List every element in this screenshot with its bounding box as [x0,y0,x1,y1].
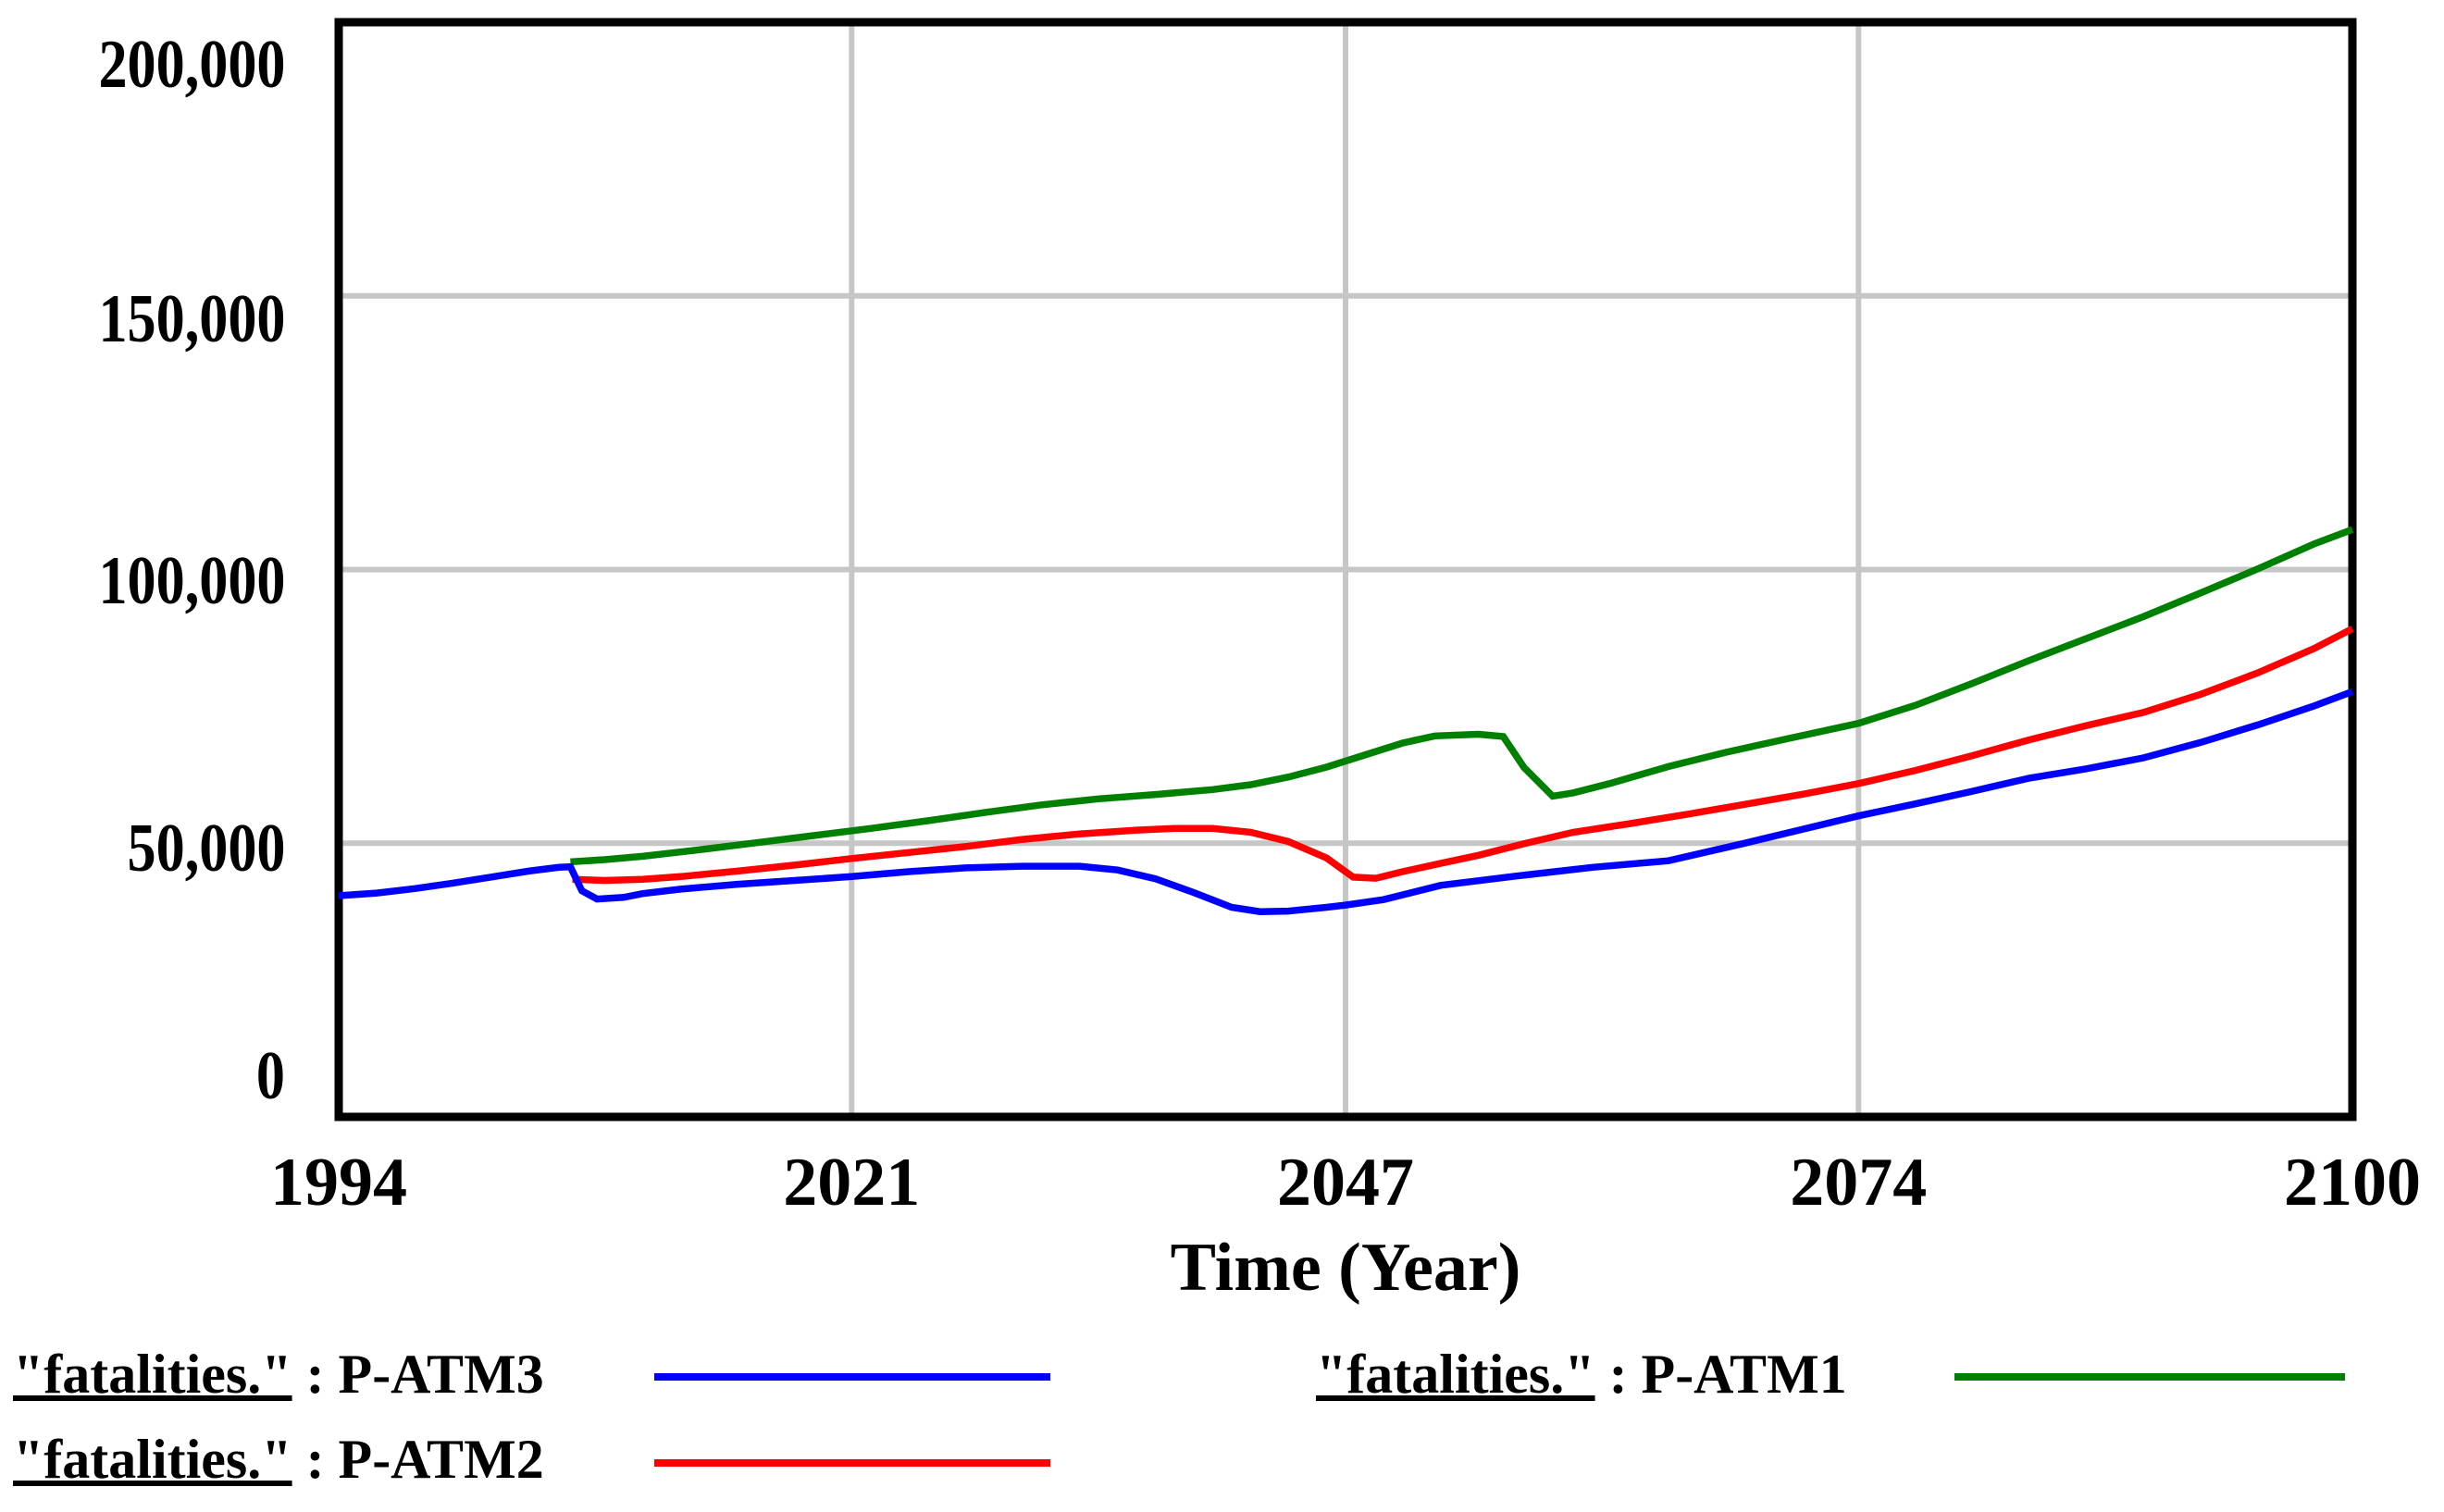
y-tick-label-200000: 200,000 [0,28,285,102]
legend-run-name: : P-ATM1 [1594,1344,1847,1405]
legend-run-name: : P-ATM3 [292,1344,544,1405]
x-tick-label-2100: 2100 [2284,1145,2421,1221]
legend-line-swatch-p-atm2 [654,1459,1050,1467]
legend-run-name: : P-ATM2 [292,1429,544,1490]
x-tick-label-2074: 2074 [1790,1145,1928,1221]
legend-variable-name: "fatalities." [1316,1344,1595,1405]
y-tick-label-150000: 150,000 [0,282,285,356]
legend-line-swatch-p-atm1 [1954,1373,2345,1381]
plot-border [334,18,2357,1122]
y-tick-label-0: 0 [0,1039,285,1113]
legend-label-p-atm3: "fatalities." : P-ATM3 [13,1344,544,1405]
x-tick-label-2021: 2021 [783,1145,921,1221]
legend-variable-name: "fatalities." [13,1429,292,1490]
series-line-p-atm3 [338,688,2354,915]
legend-label-p-atm1: "fatalities." : P-ATM1 [1316,1344,1847,1405]
legend-line-swatch-p-atm3 [654,1373,1050,1381]
y-tick-label-100000: 100,000 [0,544,285,618]
y-tick-text: 0 [255,1038,285,1114]
x-tick-label-1994: 1994 [270,1145,407,1221]
series-line-p-atm2 [572,626,2354,885]
y-tick-text: 50,000 [127,811,285,887]
legend-variable-name: "fatalities." [13,1344,292,1405]
x-axis-title: Time (Year) [1170,1230,1521,1306]
y-tick-text: 200,000 [97,27,285,103]
x-tick-label-2047: 2047 [1277,1145,1414,1221]
y-tick-text: 100,000 [97,542,285,619]
series-line-p-atm1 [570,526,2354,866]
y-tick-label-50000: 50,000 [0,812,285,886]
legend-label-p-atm2: "fatalities." : P-ATM2 [13,1429,544,1490]
y-tick-text: 150,000 [97,280,285,357]
